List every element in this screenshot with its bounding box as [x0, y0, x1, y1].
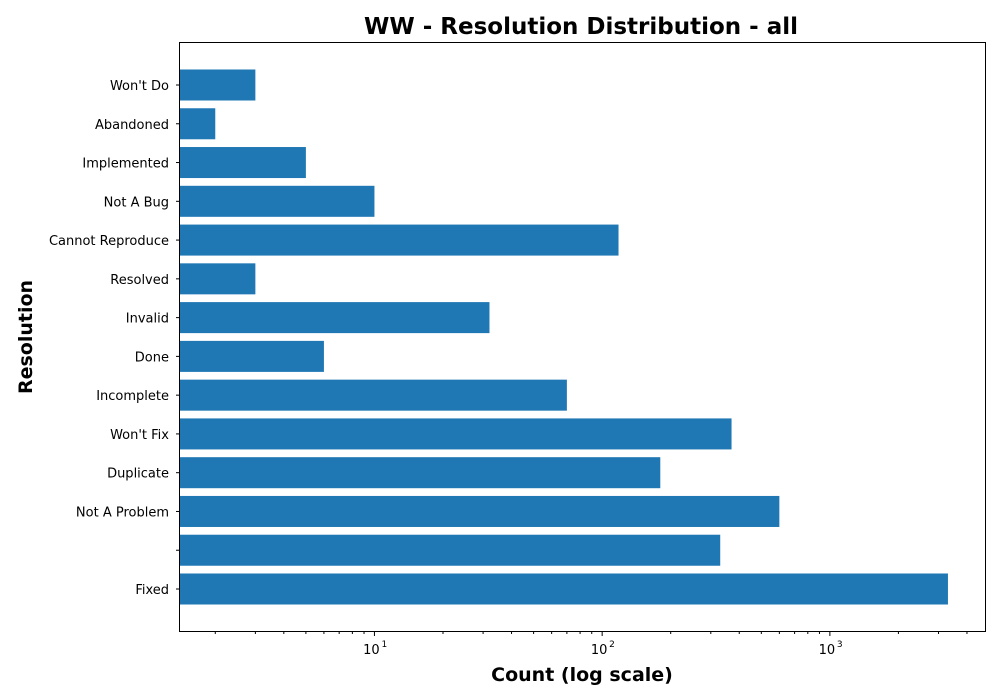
bar-5 — [180, 379, 567, 411]
bar-7 — [180, 302, 490, 334]
bar-6 — [180, 340, 324, 372]
bar-0 — [180, 573, 948, 605]
x-tick-label-0: 10 — [363, 643, 380, 658]
x-tick-label-exponent-0: 1 — [381, 640, 387, 650]
x-axis-ticks: 10 1 10 2 10 3 — [214, 631, 968, 658]
y-tick-label-8: Resolved — [110, 273, 169, 288]
y-axis-ticks: Fixed Not A Problem Duplicate Won't Fix Inco… — [49, 79, 180, 598]
bar-11 — [180, 147, 306, 179]
y-tick-label-11: Implemented — [82, 157, 169, 172]
bar-2 — [180, 495, 780, 527]
y-tick-label-10: Not A Bug — [104, 195, 169, 210]
x-tick-label-2: 10 — [819, 643, 836, 658]
bar-4 — [180, 418, 732, 450]
y-tick-label-12: Abandoned — [95, 118, 169, 133]
y-tick-label-13: Won't Do — [110, 79, 169, 94]
y-tick-label-9: Cannot Reproduce — [49, 234, 169, 249]
chart-title: WW - Resolution Distribution - all — [364, 14, 798, 40]
plot-frame — [179, 42, 986, 632]
y-tick-label-5: Incomplete — [96, 389, 169, 404]
bar-13 — [180, 69, 256, 101]
y-axis-label: Resolution — [15, 280, 37, 394]
x-tick-label-1: 10 — [591, 643, 608, 658]
bar-12 — [180, 108, 216, 140]
bar-8 — [180, 263, 256, 295]
y-tick-label-0: Fixed — [135, 583, 169, 598]
x-axis-label: Count (log scale) — [491, 664, 673, 686]
bar-1 — [180, 534, 721, 566]
bar-10 — [180, 185, 375, 217]
bars-group — [180, 69, 948, 605]
y-tick-label-6: Done — [135, 350, 169, 365]
y-tick-label-4: Won't Fix — [110, 428, 169, 443]
x-tick-label-exponent-2: 3 — [837, 640, 843, 650]
y-tick-label-3: Duplicate — [107, 467, 169, 482]
x-tick-label-exponent-1: 2 — [609, 640, 615, 650]
bar-9 — [180, 224, 619, 256]
y-tick-label-2: Not A Problem — [76, 505, 169, 520]
y-tick-label-7: Invalid — [126, 312, 169, 327]
bar-3 — [180, 457, 661, 489]
